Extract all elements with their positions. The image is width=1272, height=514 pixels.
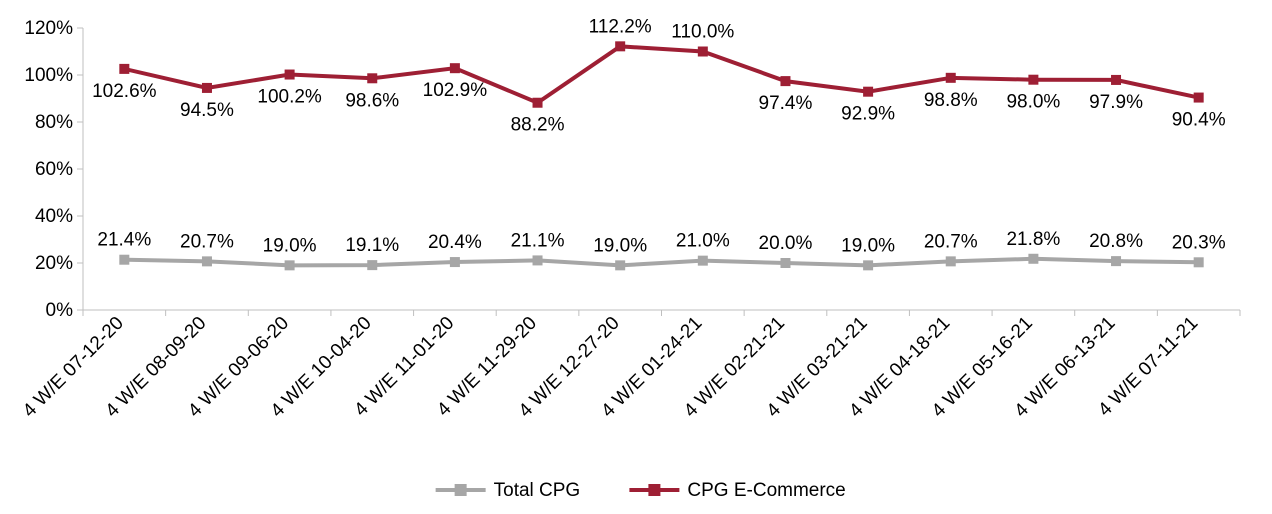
series-marker	[863, 87, 873, 97]
data-label: 19.1%	[345, 235, 399, 256]
series-marker	[615, 41, 625, 51]
series-marker	[946, 256, 956, 266]
series-marker	[533, 98, 543, 108]
data-label: 20.3%	[1172, 232, 1226, 253]
series-marker	[1028, 254, 1038, 264]
line-chart: 0%20%40%60%80%100%120%4 W/E 07-12-204 W/…	[0, 0, 1272, 514]
series-marker	[780, 258, 790, 268]
y-tick-label: 80%	[35, 112, 73, 133]
series-marker	[367, 73, 377, 83]
series-marker	[285, 70, 295, 80]
y-tick-label: 0%	[46, 300, 74, 321]
data-label: 21.4%	[97, 230, 151, 251]
series-marker	[863, 260, 873, 270]
series-marker	[533, 255, 543, 265]
series-marker	[367, 260, 377, 270]
series-marker	[615, 260, 625, 270]
series-marker	[780, 76, 790, 86]
data-label: 97.4%	[759, 93, 813, 114]
series-marker	[698, 256, 708, 266]
series-marker	[1111, 75, 1121, 85]
series-marker	[1194, 93, 1204, 103]
data-label: 20.7%	[180, 231, 234, 252]
data-label: 19.0%	[263, 235, 317, 256]
legend-label: Total CPG	[494, 480, 581, 501]
data-label: 20.8%	[1089, 231, 1143, 252]
series-marker	[698, 47, 708, 57]
series-marker	[202, 256, 212, 266]
series-marker	[1028, 75, 1038, 85]
data-label: 110.0%	[671, 22, 734, 43]
series-marker	[946, 73, 956, 83]
data-label: 97.9%	[1089, 92, 1143, 113]
data-label: 19.0%	[841, 235, 895, 256]
data-label: 90.4%	[1172, 110, 1226, 131]
data-label: 94.5%	[180, 100, 234, 121]
data-label: 100.2%	[257, 87, 322, 108]
legend-swatch-marker	[455, 484, 467, 496]
y-tick-label: 40%	[35, 206, 73, 227]
series-marker	[1111, 256, 1121, 266]
data-label: 98.0%	[1006, 92, 1060, 113]
data-label: 112.2%	[589, 16, 652, 37]
data-label: 20.4%	[428, 232, 482, 253]
series-marker	[450, 63, 460, 73]
data-label: 102.6%	[92, 81, 157, 102]
legend-swatch-marker	[648, 484, 660, 496]
data-label: 20.7%	[924, 231, 978, 252]
data-label: 21.0%	[676, 231, 730, 252]
data-label: 102.9%	[423, 80, 488, 101]
series-marker	[450, 257, 460, 267]
data-label: 19.0%	[593, 235, 647, 256]
legend-label: CPG E-Commerce	[687, 480, 845, 501]
data-label: 21.8%	[1006, 229, 1060, 250]
series-marker	[119, 64, 129, 74]
y-tick-label: 100%	[24, 65, 73, 86]
series-marker	[119, 255, 129, 265]
data-label: 92.9%	[841, 104, 895, 125]
y-tick-label: 20%	[35, 253, 73, 274]
data-label: 21.1%	[511, 230, 565, 251]
data-label: 98.8%	[924, 90, 978, 111]
data-label: 98.6%	[345, 90, 399, 111]
data-label: 88.2%	[511, 115, 565, 136]
series-marker	[202, 83, 212, 93]
data-label: 20.0%	[759, 233, 813, 254]
y-tick-label: 120%	[24, 18, 73, 39]
y-tick-label: 60%	[35, 159, 73, 180]
series-marker	[1194, 257, 1204, 267]
series-marker	[285, 260, 295, 270]
